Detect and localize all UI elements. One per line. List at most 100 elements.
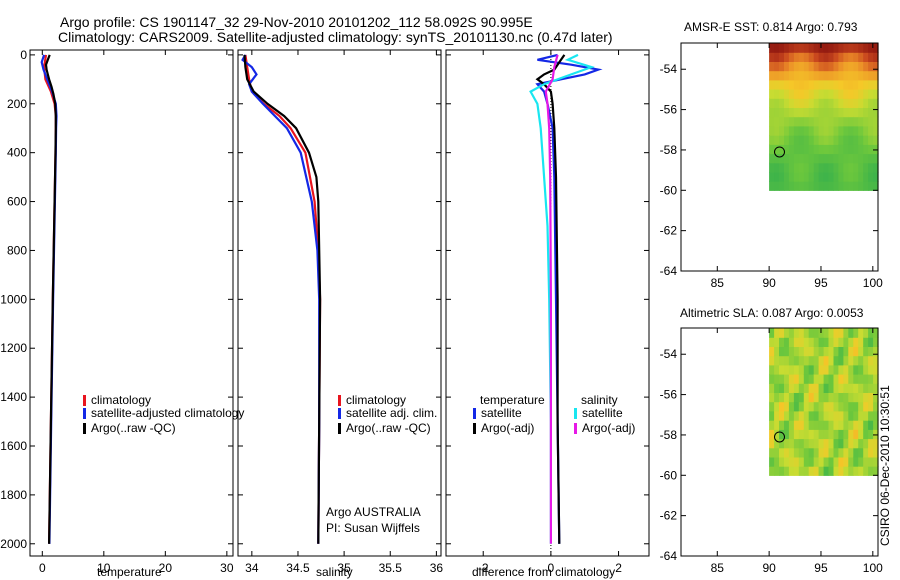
amsre-sst-cell <box>813 98 820 108</box>
amsre-sst-cell <box>808 98 815 108</box>
amsre-sst-cell <box>873 125 879 136</box>
altimetric-sla-cell <box>784 466 790 476</box>
amsre-sst-cell <box>788 70 795 81</box>
altimetric-sla-cell <box>798 337 805 347</box>
altimetric-sla-cell <box>818 410 825 421</box>
amsre-sst-ytick-label: -60 <box>660 183 678 197</box>
altimetric-sla-cell <box>779 364 785 375</box>
sla-map-title: Altimetric SLA: 0.087 Argo: 0.0053 <box>680 306 864 320</box>
amsre-sst-cell <box>788 89 795 99</box>
altimetric-sla-cell <box>843 429 849 440</box>
difference-legend-temp-argo-label: Argo(-adj) <box>481 421 534 435</box>
altimetric-sla-cell <box>808 410 815 421</box>
altimetric-sla-xtick-label: 90 <box>762 561 776 575</box>
amsre-sst-cell <box>873 79 879 90</box>
amsre-sst-cell <box>818 135 825 145</box>
amsre-sst-cell <box>803 89 810 99</box>
altimetric-sla-cell <box>858 346 864 357</box>
altimetric-sla-cell <box>828 346 834 357</box>
altimetric-sla-cell <box>828 328 834 338</box>
amsre-sst-cell <box>803 125 810 136</box>
altimetric-sla-cell <box>868 374 874 384</box>
amsre-sst-cell <box>793 98 800 108</box>
temperature-ytick-label: 600 <box>7 195 27 209</box>
amsre-sst-cell <box>823 144 830 155</box>
altimetric-sla-cell <box>843 438 849 449</box>
altimetric-sla-cell <box>838 420 844 430</box>
amsre-sst-cell <box>779 125 785 136</box>
altimetric-sla-cell <box>868 337 874 347</box>
amsre-sst-cell <box>808 43 815 53</box>
amsre-sst-cell <box>858 98 864 108</box>
amsre-sst-cell <box>833 98 839 108</box>
altimetric-sla-cell <box>873 410 879 421</box>
altimetric-sla-cell <box>774 438 780 449</box>
altimetric-sla-cell <box>774 429 780 440</box>
altimetric-sla-cell <box>868 328 874 338</box>
amsre-sst-cell <box>793 125 800 136</box>
altimetric-sla-cell <box>813 383 820 393</box>
altimetric-sla-cell <box>863 374 869 384</box>
altimetric-sla-cell <box>833 337 839 347</box>
amsre-sst-cell <box>803 70 810 81</box>
amsre-sst-cell <box>823 171 830 182</box>
amsre-sst-cell <box>769 125 775 136</box>
altimetric-sla-cell <box>833 346 839 357</box>
amsre-sst-cell <box>769 107 775 118</box>
temperature-legend-argo-label: Argo(..raw -QC) <box>91 421 176 435</box>
amsre-sst-cell <box>793 153 800 164</box>
amsre-sst-cell <box>798 162 805 173</box>
altimetric-sla-cell <box>828 364 834 375</box>
altimetric-sla-cell <box>833 383 839 393</box>
altimetric-sla-cell <box>803 420 810 430</box>
amsre-sst-cell <box>868 181 874 191</box>
altimetric-sla-ytick-label: -62 <box>660 509 678 523</box>
amsre-sst-cell <box>863 70 869 81</box>
altimetric-sla-xtick-label: 100 <box>863 561 883 575</box>
altimetric-sla-cell <box>793 328 800 338</box>
amsre-sst-cell <box>838 43 844 53</box>
altimetric-sla-cell <box>798 429 805 440</box>
salinity-xtick-label: 36 <box>430 561 444 575</box>
amsre-sst-cell <box>828 181 834 191</box>
altimetric-sla-cell <box>823 401 830 412</box>
amsre-sst-cell <box>863 171 869 182</box>
altimetric-sla-cell <box>793 364 800 375</box>
amsre-sst-cell <box>838 171 844 182</box>
amsre-sst-cell <box>848 89 854 99</box>
amsre-sst-cell <box>868 61 874 72</box>
altimetric-sla-cell <box>784 346 790 357</box>
altimetric-sla-cell <box>868 466 874 476</box>
amsre-sst-cell <box>843 79 849 90</box>
altimetric-sla-cell <box>858 355 864 366</box>
salinity-xtick-label: 34.5 <box>286 561 310 575</box>
difference-xtick-label: -2 <box>478 561 489 575</box>
altimetric-sla-cell <box>798 401 805 412</box>
amsre-sst-cell <box>863 98 869 108</box>
amsre-sst-cell <box>813 116 820 127</box>
altimetric-sla-cell <box>808 364 815 375</box>
altimetric-sla-cell <box>843 337 849 347</box>
altimetric-sla-cell <box>788 420 795 430</box>
altimetric-sla-cell <box>868 438 874 449</box>
altimetric-sla-cell <box>823 328 830 338</box>
altimetric-sla-cell <box>838 346 844 357</box>
altimetric-sla-cell <box>853 401 859 412</box>
amsre-sst-cell <box>853 181 859 191</box>
amsre-sst-cell <box>858 107 864 118</box>
amsre-sst-cell <box>774 125 780 136</box>
altimetric-sla-cell <box>774 337 780 347</box>
amsre-sst-cell <box>828 79 834 90</box>
amsre-sst-cell <box>798 107 805 118</box>
amsre-sst-cell <box>823 61 830 72</box>
amsre-sst-cell <box>838 181 844 191</box>
amsre-sst-ytick-label: -62 <box>660 224 678 238</box>
difference-legend-salinity-heading: salinity <box>581 393 618 407</box>
difference-legend-temp-satellite-label: satellite <box>481 406 522 420</box>
altimetric-sla-cell <box>813 355 820 366</box>
amsre-sst-cell <box>863 153 869 164</box>
altimetric-sla-cell <box>769 420 775 430</box>
salinity-legend-climatology-label: climatology <box>346 393 406 407</box>
salinity-legend-argo-label: Argo(..raw -QC) <box>346 421 431 435</box>
temperature-ytick-label: 400 <box>7 146 27 160</box>
